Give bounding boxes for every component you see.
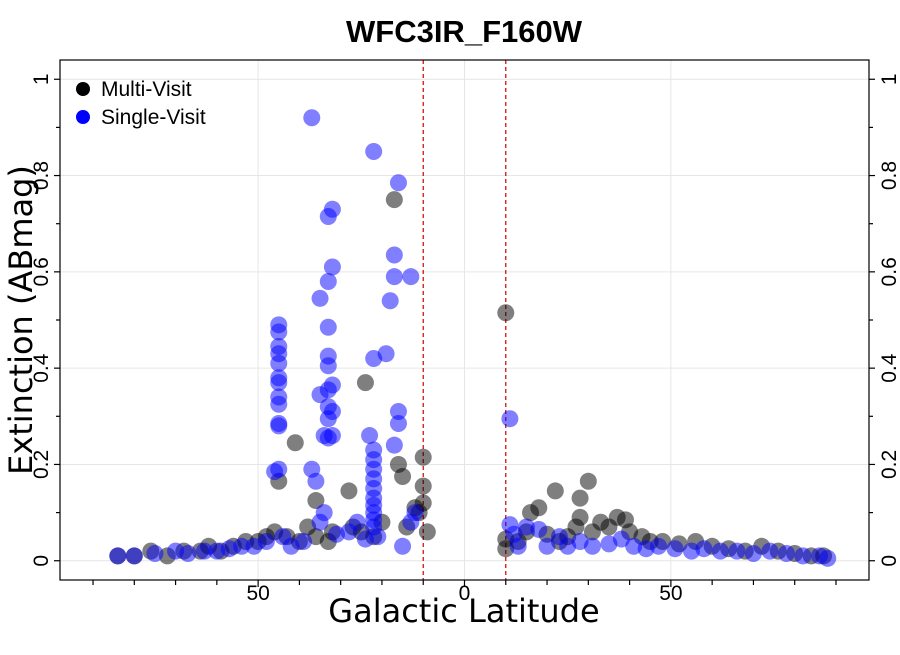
- point-single-visit: [270, 374, 288, 392]
- point-single-visit: [819, 549, 837, 567]
- point-single-visit: [323, 427, 341, 445]
- point-multi-visit: [385, 191, 403, 209]
- x-tick-label: 50: [246, 582, 269, 605]
- point-single-visit: [270, 323, 288, 341]
- point-single-visit: [666, 540, 684, 558]
- point-single-visit: [394, 537, 412, 555]
- point-single-visit: [389, 402, 407, 420]
- point-multi-visit: [414, 477, 432, 495]
- point-single-visit: [377, 345, 395, 363]
- point-single-visit: [385, 246, 403, 264]
- point-single-visit: [365, 142, 383, 160]
- y-tick-label-right: 1: [878, 73, 900, 85]
- point-single-visit: [323, 200, 341, 218]
- point-single-visit: [530, 520, 548, 538]
- point-multi-visit: [286, 434, 304, 452]
- x-tick-label: 50: [659, 582, 682, 605]
- point-single-visit: [323, 376, 341, 394]
- y-tick-label-right: 0.6: [878, 257, 900, 286]
- point-single-visit: [125, 547, 143, 565]
- point-single-visit: [369, 528, 387, 546]
- point-single-visit: [233, 537, 251, 555]
- point-single-visit: [538, 537, 556, 555]
- y-tick-label-right: 0: [878, 555, 900, 567]
- point-multi-visit: [356, 374, 374, 392]
- point-single-visit: [295, 532, 313, 550]
- point-multi-visit: [546, 482, 564, 500]
- point-single-visit: [389, 415, 407, 433]
- point-single-visit: [509, 537, 527, 555]
- point-single-visit: [389, 174, 407, 192]
- point-single-visit: [195, 542, 213, 560]
- point-multi-visit: [394, 467, 412, 485]
- point-single-visit: [270, 354, 288, 372]
- point-single-visit: [270, 395, 288, 413]
- point-single-visit: [744, 545, 762, 563]
- y-tick-label-left: 0.2: [30, 450, 53, 479]
- point-multi-visit: [414, 448, 432, 466]
- point-single-visit: [146, 545, 164, 563]
- y-tick-label-left: 1: [30, 73, 53, 85]
- point-single-visit: [777, 545, 795, 563]
- point-multi-visit: [579, 472, 597, 490]
- point-single-visit: [711, 542, 729, 560]
- point-single-visit: [583, 537, 601, 555]
- point-single-visit: [402, 268, 420, 286]
- point-single-visit: [348, 513, 366, 531]
- point-multi-visit: [340, 482, 358, 500]
- point-single-visit: [695, 540, 713, 558]
- point-multi-visit: [307, 492, 325, 510]
- y-tick-label-right: 0.4: [878, 353, 900, 383]
- point-single-visit: [257, 532, 275, 550]
- point-single-visit: [385, 436, 403, 454]
- legend-marker-multi-visit: [76, 82, 90, 96]
- point-single-visit: [307, 472, 325, 490]
- legend-label-single-visit: Single-Visit: [101, 106, 206, 129]
- legend: Multi-Visit Single-Visit: [76, 78, 206, 129]
- data-points: [109, 109, 837, 567]
- point-single-visit: [649, 537, 667, 555]
- point-single-visit: [311, 289, 329, 307]
- point-single-visit: [109, 547, 127, 565]
- point-single-visit: [612, 530, 630, 548]
- point-single-visit: [179, 545, 197, 563]
- y-tick-label-right: 0.8: [878, 161, 900, 190]
- point-multi-visit: [497, 304, 515, 322]
- point-single-visit: [319, 318, 337, 336]
- point-single-visit: [761, 542, 779, 560]
- legend-label-multi-visit: Multi-Visit: [101, 78, 192, 101]
- y-tick-label-left: 0.4: [30, 353, 53, 383]
- y-tick-label-right: 0.2: [878, 450, 900, 479]
- chart-title: WFC3IR_F160W: [346, 14, 583, 49]
- point-single-visit: [794, 547, 812, 565]
- y-tick-label-left: 0: [30, 555, 53, 567]
- point-single-visit: [323, 402, 341, 420]
- point-multi-visit: [571, 508, 589, 526]
- y-axis-title: Extinction (ABmag): [2, 165, 40, 475]
- point-single-visit: [303, 109, 321, 127]
- point-single-visit: [361, 427, 379, 445]
- point-single-visit: [323, 258, 341, 276]
- point-single-visit: [319, 272, 337, 290]
- point-single-visit: [381, 292, 399, 310]
- legend-marker-single-visit: [76, 110, 90, 124]
- point-multi-visit: [530, 499, 548, 517]
- x-tick-label: 0: [459, 582, 471, 605]
- grid-lines: [60, 60, 869, 580]
- point-multi-visit: [418, 523, 436, 541]
- point-single-visit: [385, 268, 403, 286]
- point-single-visit: [406, 504, 424, 522]
- point-single-visit: [728, 542, 746, 560]
- point-single-visit: [315, 504, 333, 522]
- y-tick-label-left: 0.6: [30, 257, 53, 286]
- axis-ticks: 0 0 0.2 0.2 0.4 0.4 0.6 0.6 0.8 0.8 1 1 50 0 50: [30, 73, 900, 605]
- point-single-visit: [270, 417, 288, 435]
- point-multi-visit: [571, 489, 589, 507]
- point-single-visit: [501, 410, 519, 428]
- y-tick-label-left: 0.8: [30, 161, 53, 190]
- x-axis-title: Galactic Latitude: [328, 592, 599, 630]
- point-single-visit: [270, 460, 288, 478]
- point-single-visit: [319, 357, 337, 375]
